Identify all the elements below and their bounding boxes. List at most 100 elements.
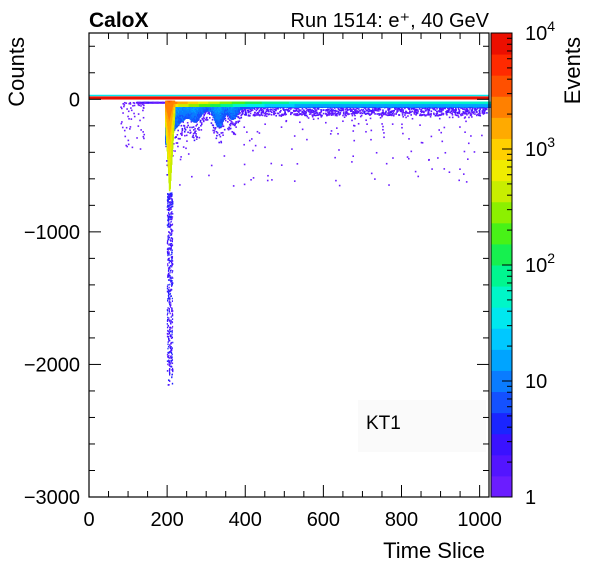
heatmap-cell	[191, 136, 194, 138]
heatmap-cell	[326, 113, 328, 116]
heatmap-cell	[401, 112, 404, 114]
heatmap-cell	[142, 135, 145, 138]
heatmap-cell	[463, 117, 466, 119]
heatmap-cell	[445, 110, 447, 113]
heatmap-cell	[381, 123, 383, 125]
heatmap-cell	[261, 108, 264, 111]
heatmap-cell	[355, 107, 357, 109]
heatmap-cell	[389, 113, 392, 116]
heatmap-cell	[202, 116, 205, 118]
heatmap-cell	[440, 131, 443, 134]
heatmap-cell	[396, 109, 398, 112]
heatmap-cell	[432, 107, 434, 110]
heatmap-cell	[234, 114, 238, 118]
heatmap-cell	[334, 114, 337, 117]
heatmap-cell	[280, 126, 283, 128]
heatmap-cell	[295, 114, 297, 117]
heatmap-cell	[443, 168, 446, 170]
heatmap-cell	[353, 139, 356, 142]
heatmap-cell	[186, 140, 188, 142]
heatmap-cell	[346, 111, 348, 113]
heatmap-cell	[220, 141, 223, 144]
heatmap-cell	[391, 112, 393, 115]
heatmap-cell	[392, 114, 395, 117]
heatmap-cell	[220, 126, 222, 129]
heatmap-cell	[440, 111, 443, 113]
heatmap-cell	[180, 124, 183, 127]
heatmap-cell	[351, 119, 353, 122]
heatmap-cell	[122, 102, 125, 105]
heatmap-cell	[131, 146, 134, 149]
heatmap-cell	[175, 125, 179, 128]
heatmap-cell	[402, 111, 405, 114]
heatmap-cell	[187, 131, 189, 134]
heatmap-cell	[322, 112, 325, 115]
heatmap-cell	[272, 111, 275, 113]
heatmap-cell	[194, 131, 196, 133]
heatmap-cell	[339, 107, 342, 109]
heatmap-cell	[350, 112, 353, 115]
heatmap-cell	[296, 112, 299, 115]
heatmap-cell	[327, 111, 329, 114]
heatmap-cell	[132, 101, 135, 104]
heatmap-cell	[368, 110, 370, 113]
heatmap-cell	[417, 110, 419, 112]
heatmap-cell	[157, 101, 159, 104]
heatmap-cell	[440, 107, 442, 110]
heatmap-cell	[414, 109, 417, 112]
heatmap-cell	[243, 163, 246, 166]
heatmap-cell	[360, 108, 363, 111]
heatmap-cell	[370, 113, 373, 115]
heatmap-cell	[474, 109, 476, 111]
heatmap-cell	[423, 110, 425, 113]
heatmap-cell	[316, 107, 319, 110]
heatmap-cell	[127, 115, 129, 118]
heatmap-cell	[269, 108, 271, 111]
heatmap-cell	[330, 110, 333, 112]
heatmap-cell	[292, 109, 295, 112]
heatmap-cell	[237, 121, 240, 123]
heatmap-cell	[461, 112, 463, 115]
heatmap-cell	[181, 129, 184, 132]
heatmap-cell	[247, 114, 250, 116]
heatmap-cell	[337, 107, 340, 109]
heatmap-cell	[329, 107, 331, 109]
heatmap-cell	[478, 112, 480, 115]
heatmap-cell	[267, 174, 269, 177]
heatmap-cell	[473, 151, 476, 153]
heatmap-cell	[198, 114, 202, 118]
heatmap-cell	[450, 112, 453, 115]
heatmap-cell	[155, 101, 158, 104]
heatmap-cell	[356, 112, 358, 115]
heatmap-cell	[369, 117, 372, 120]
heatmap-cell	[145, 101, 148, 104]
heatmap-cell	[210, 122, 213, 124]
heatmap-cell	[301, 111, 303, 114]
heatmap-cell	[277, 112, 280, 115]
heatmap-cell	[237, 110, 240, 113]
heatmap-cell	[448, 171, 451, 173]
heatmap-cell	[147, 101, 150, 104]
heatmap-cell	[289, 113, 292, 116]
heatmap-cell	[208, 113, 211, 115]
heatmap-cell	[314, 114, 317, 117]
heatmap-cell	[308, 111, 311, 113]
heatmap-cell	[192, 132, 195, 135]
heatmap-cell	[317, 108, 320, 110]
heatmap-cell	[187, 153, 190, 155]
heatmap-cell	[174, 136, 177, 139]
heatmap-cell	[256, 112, 259, 115]
heatmap-cell	[432, 112, 435, 115]
heatmap-cell	[295, 109, 298, 112]
heatmap-cell	[243, 126, 246, 129]
heatmap-cell	[387, 114, 390, 116]
heatmap-cell	[348, 113, 350, 115]
heatmap-cell	[464, 111, 466, 114]
heatmap-cell	[133, 112, 135, 115]
heatmap-cell	[231, 123, 233, 125]
heatmap-cell	[401, 123, 403, 126]
heatmap-cell	[320, 116, 323, 118]
heatmap-cell	[373, 111, 376, 114]
heatmap-cell	[129, 126, 132, 128]
heatmap-cell	[312, 118, 315, 121]
